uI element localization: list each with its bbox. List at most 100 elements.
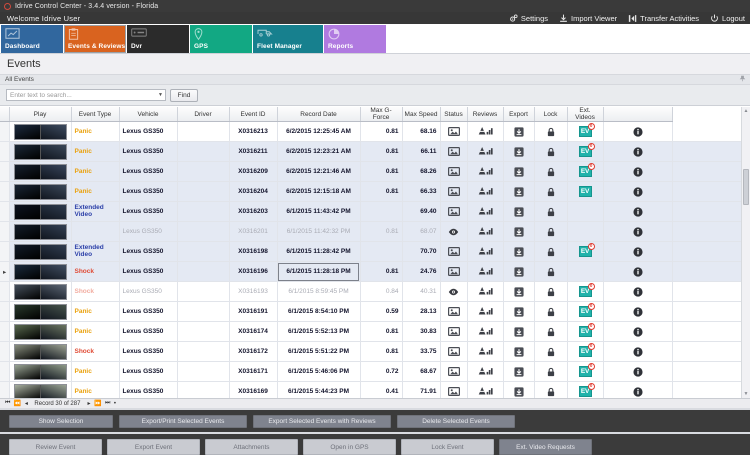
ext-video-cell[interactable] [567,221,604,242]
info-cell[interactable] [603,301,673,322]
reviews-cell[interactable] [467,321,504,342]
export-cell[interactable] [503,241,535,262]
status-image-cell[interactable] [440,241,468,262]
tab-gps[interactable]: GPS [190,25,252,53]
lock-cell[interactable] [534,341,568,362]
col-max-gforce[interactable]: Max G-Force [360,107,403,122]
reviews-cell[interactable] [467,281,504,302]
info-cell[interactable] [603,381,673,398]
status-image-cell[interactable] [440,121,468,142]
video-thumbnail[interactable] [13,363,67,380]
info-cell[interactable] [603,361,673,382]
open-in-gps-button[interactable]: Open in GPS [303,439,396,455]
status-image-cell[interactable] [440,141,468,162]
export-cell[interactable] [503,121,535,142]
video-thumbnail[interactable] [13,143,67,160]
export-cell[interactable] [503,141,535,162]
export-cell[interactable] [503,301,535,322]
lock-cell[interactable] [534,361,568,382]
video-thumbnail[interactable] [13,323,67,340]
status-image-cell[interactable] [440,381,468,398]
lock-cell[interactable] [534,201,568,222]
info-cell[interactable] [603,261,673,282]
play-thumbnail-cell[interactable] [9,381,72,398]
table-row[interactable]: Extended Video Lexus GS350 X0316203 6/1/2015… [0,201,741,222]
status-image-cell[interactable] [440,201,468,222]
video-thumbnail[interactable] [13,383,67,398]
nav-last[interactable]: ⏭ [104,400,110,406]
ext-video-requests-button[interactable]: Ext. Video Requests [499,439,592,455]
lock-cell[interactable] [534,261,568,282]
play-thumbnail-cell[interactable] [9,361,72,382]
chevron-down-icon[interactable]: ▼ [158,92,163,98]
lock-cell[interactable] [534,161,568,182]
reviews-cell[interactable] [467,361,504,382]
play-thumbnail-cell[interactable] [9,181,72,202]
ev-badge[interactable]: EV 0 [578,243,595,257]
reviews-cell[interactable] [467,201,504,222]
nav-next-page[interactable]: ⏩ [93,401,101,407]
lock-cell[interactable] [534,181,568,202]
status-image-cell[interactable] [440,161,468,182]
reviews-cell[interactable] [467,301,504,322]
status-eye-cell[interactable] [440,221,468,242]
lock-cell[interactable] [534,321,568,342]
row-selector[interactable] [0,301,10,322]
status-image-cell[interactable] [440,301,468,322]
play-thumbnail-cell[interactable] [9,161,72,182]
info-cell[interactable] [603,221,673,242]
export-cell[interactable] [503,321,535,342]
row-selector[interactable] [0,281,10,302]
table-row[interactable]: Lexus GS350 X0316201 6/1/2015 11:42:32 PM 0… [0,221,741,242]
export-cell[interactable] [503,161,535,182]
ext-video-cell[interactable]: EV 0 [567,301,604,322]
table-row[interactable]: Panic Lexus GS350 X0316213 6/2/2015 12:25:4… [0,121,741,142]
status-image-cell[interactable] [440,341,468,362]
video-thumbnail[interactable] [13,343,67,360]
info-cell[interactable] [603,281,673,302]
nav-next[interactable]: ▸ [87,401,90,407]
pin-icon[interactable] [739,75,746,84]
row-selector[interactable] [0,361,10,382]
video-thumbnail[interactable] [13,243,67,260]
ev-badge[interactable]: EV 0 [578,363,595,377]
lock-cell[interactable] [534,141,568,162]
menu-transfer-activities[interactable]: Transfer Activities [628,14,699,23]
video-thumbnail[interactable] [13,123,67,140]
scroll-down-icon[interactable]: ▼ [743,391,749,397]
reviews-cell[interactable] [467,261,504,282]
ext-video-cell[interactable]: EV 0 [567,321,604,342]
info-cell[interactable] [603,341,673,362]
ext-video-cell[interactable]: EV 0 [567,341,604,362]
ev-badge[interactable]: EV 0 [578,323,595,337]
info-cell[interactable] [603,181,673,202]
ev-badge[interactable]: EV 0 [578,163,595,177]
lock-cell[interactable] [534,121,568,142]
row-selector[interactable] [0,141,10,162]
export-cell[interactable] [503,381,535,398]
export-print-selected-events-button[interactable]: Export/Print Selected Events [119,414,247,428]
status-image-cell[interactable] [440,181,468,202]
ev-badge[interactable]: EV 0 [578,123,595,137]
show-selection-button[interactable]: Show Selection [9,414,113,428]
reviews-cell[interactable] [467,221,504,242]
table-row[interactable]: Extended Video Lexus GS350 X0316198 6/1/2015… [0,241,741,262]
table-row[interactable]: Shock Lexus GS350 X0316193 6/1/2015 8:59:45… [0,281,741,302]
row-selector[interactable] [0,341,10,362]
export-cell[interactable] [503,181,535,202]
reviews-cell[interactable] [467,181,504,202]
col-max-speed[interactable]: Max Speed [402,107,441,122]
play-thumbnail-cell[interactable] [9,301,72,322]
play-thumbnail-cell[interactable] [9,321,72,342]
video-thumbnail[interactable] [13,283,67,300]
menu-settings[interactable]: Settings [509,14,548,23]
reviews-cell[interactable] [467,341,504,362]
play-thumbnail-cell[interactable] [9,241,72,262]
row-selector[interactable] [0,181,10,202]
ext-video-cell[interactable]: EV 0 [567,121,604,142]
nav-prev[interactable]: ◂ [24,401,28,407]
col-lock[interactable]: Lock [534,107,568,122]
scrollbar-thumb[interactable] [743,169,749,205]
row-selector[interactable]: ▸ [0,261,10,282]
play-thumbnail-cell[interactable] [9,341,72,362]
